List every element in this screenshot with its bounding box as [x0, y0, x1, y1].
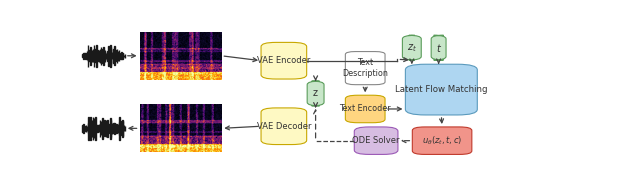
FancyBboxPatch shape — [403, 35, 421, 60]
Text: VAE Encoder: VAE Encoder — [257, 56, 310, 65]
FancyBboxPatch shape — [355, 127, 398, 154]
Text: VAE Decoder: VAE Decoder — [257, 122, 311, 131]
FancyBboxPatch shape — [346, 52, 385, 85]
Text: Text Encoder: Text Encoder — [339, 104, 391, 113]
FancyBboxPatch shape — [346, 95, 385, 123]
FancyBboxPatch shape — [261, 42, 307, 79]
Text: $u_\theta(z_t, t, c)$: $u_\theta(z_t, t, c)$ — [422, 135, 462, 147]
FancyBboxPatch shape — [412, 127, 472, 154]
FancyBboxPatch shape — [405, 64, 477, 115]
Text: $t$: $t$ — [436, 42, 442, 54]
FancyBboxPatch shape — [307, 81, 324, 106]
FancyBboxPatch shape — [431, 35, 446, 60]
Text: $z_t$: $z_t$ — [407, 42, 417, 54]
Text: Text
Description: Text Description — [342, 58, 388, 78]
Text: z: z — [313, 88, 318, 98]
Text: Latent Flow Matching: Latent Flow Matching — [395, 85, 488, 94]
Text: ODE Solver: ODE Solver — [353, 136, 400, 145]
FancyBboxPatch shape — [261, 108, 307, 145]
